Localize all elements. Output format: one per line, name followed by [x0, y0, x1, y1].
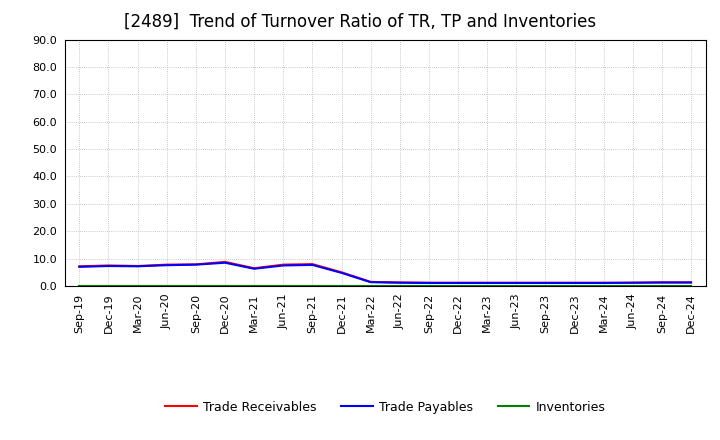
Trade Receivables	[163, 262, 171, 267]
Trade Payables	[599, 280, 608, 286]
Trade Payables	[657, 280, 666, 285]
Inventories	[483, 283, 492, 289]
Trade Payables	[163, 263, 171, 268]
Trade Receivables	[250, 266, 258, 271]
Trade Receivables	[220, 259, 229, 264]
Inventories	[541, 283, 550, 289]
Trade Payables	[250, 266, 258, 271]
Trade Payables	[308, 262, 317, 268]
Trade Payables	[366, 279, 375, 285]
Trade Receivables	[483, 280, 492, 286]
Trade Receivables	[308, 261, 317, 267]
Trade Receivables	[454, 280, 462, 286]
Inventories	[337, 283, 346, 289]
Trade Receivables	[687, 280, 696, 285]
Inventories	[599, 283, 608, 289]
Trade Payables	[512, 280, 521, 286]
Trade Receivables	[337, 270, 346, 275]
Trade Payables	[687, 280, 696, 285]
Inventories	[425, 283, 433, 289]
Inventories	[687, 283, 696, 289]
Inventories	[395, 283, 404, 289]
Inventories	[454, 283, 462, 289]
Trade Payables	[483, 280, 492, 286]
Trade Payables	[104, 264, 113, 269]
Trade Payables	[454, 280, 462, 286]
Trade Receivables	[512, 280, 521, 286]
Trade Payables	[220, 260, 229, 265]
Trade Payables	[395, 280, 404, 286]
Inventories	[279, 283, 287, 289]
Trade Receivables	[395, 280, 404, 285]
Inventories	[570, 283, 579, 289]
Trade Payables	[133, 264, 142, 269]
Trade Receivables	[104, 263, 113, 268]
Trade Payables	[279, 263, 287, 268]
Inventories	[657, 283, 666, 289]
Inventories	[366, 283, 375, 289]
Trade Receivables	[599, 280, 608, 286]
Trade Receivables	[629, 280, 637, 286]
Trade Payables	[570, 280, 579, 286]
Inventories	[163, 283, 171, 289]
Text: [2489]  Trend of Turnover Ratio of TR, TP and Inventories: [2489] Trend of Turnover Ratio of TR, TP…	[124, 13, 596, 31]
Trade Payables	[629, 280, 637, 286]
Inventories	[308, 283, 317, 289]
Line: Trade Receivables: Trade Receivables	[79, 262, 691, 283]
Inventories	[512, 283, 521, 289]
Trade Receivables	[133, 264, 142, 269]
Inventories	[220, 283, 229, 289]
Trade Receivables	[570, 280, 579, 286]
Inventories	[133, 283, 142, 289]
Trade Payables	[337, 270, 346, 275]
Trade Receivables	[425, 280, 433, 286]
Trade Payables	[75, 264, 84, 269]
Trade Payables	[541, 280, 550, 286]
Trade Receivables	[366, 279, 375, 285]
Inventories	[104, 283, 113, 289]
Inventories	[629, 283, 637, 289]
Legend: Trade Receivables, Trade Payables, Inventories: Trade Receivables, Trade Payables, Inven…	[161, 396, 610, 419]
Line: Trade Payables: Trade Payables	[79, 263, 691, 283]
Trade Payables	[425, 280, 433, 286]
Trade Receivables	[657, 280, 666, 285]
Inventories	[192, 283, 200, 289]
Trade Receivables	[192, 262, 200, 267]
Inventories	[250, 283, 258, 289]
Trade Receivables	[279, 262, 287, 267]
Inventories	[75, 283, 84, 289]
Trade Receivables	[541, 280, 550, 286]
Trade Receivables	[75, 264, 84, 269]
Trade Payables	[192, 262, 200, 267]
